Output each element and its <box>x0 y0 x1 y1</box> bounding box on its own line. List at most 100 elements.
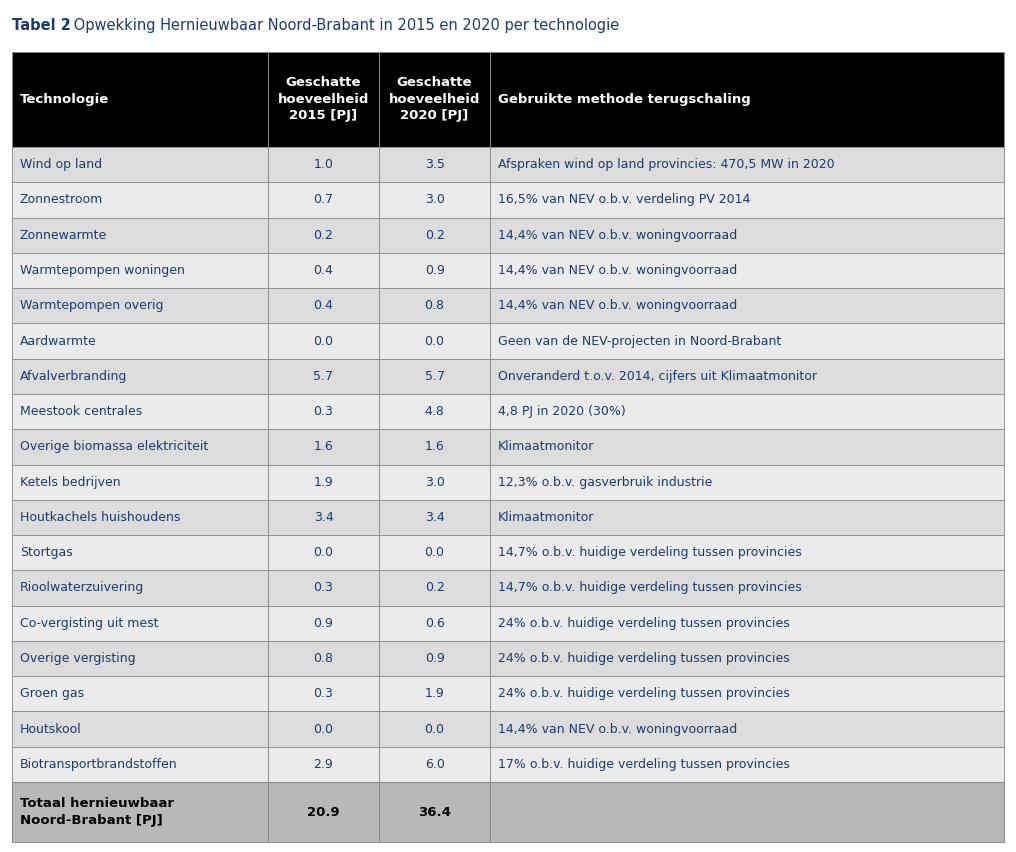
Bar <box>268 147 379 182</box>
Bar <box>490 782 1004 842</box>
Text: Aardwarmte: Aardwarmte <box>20 335 97 348</box>
Bar <box>12 324 268 359</box>
Text: Geschatte
hoeveelheid
2015 [PJ]: Geschatte hoeveelheid 2015 [PJ] <box>277 77 369 123</box>
Text: Geen van de NEV-projecten in Noord-Brabant: Geen van de NEV-projecten in Noord-Braba… <box>498 335 781 348</box>
Text: 0.0: 0.0 <box>314 335 333 348</box>
Text: 24% o.b.v. huidige verdeling tussen provincies: 24% o.b.v. huidige verdeling tussen prov… <box>498 688 789 700</box>
Bar <box>490 394 1004 429</box>
Bar <box>12 394 268 429</box>
Bar <box>12 253 268 288</box>
Bar <box>490 570 1004 606</box>
Text: Co-vergisting uit mest: Co-vergisting uit mest <box>20 617 158 630</box>
Bar <box>490 429 1004 464</box>
Bar <box>268 570 379 606</box>
Bar <box>12 147 268 182</box>
Bar <box>379 429 490 464</box>
Bar <box>268 429 379 464</box>
Bar <box>268 288 379 324</box>
Text: 12,3% o.b.v. gasverbruik industrie: 12,3% o.b.v. gasverbruik industrie <box>498 475 712 489</box>
Text: 0.2: 0.2 <box>425 228 445 242</box>
Bar <box>490 253 1004 288</box>
Bar <box>12 676 268 711</box>
Bar <box>268 324 379 359</box>
Text: 20.9: 20.9 <box>307 805 339 819</box>
Text: 14,4% van NEV o.b.v. woningvoorraad: 14,4% van NEV o.b.v. woningvoorraad <box>498 264 738 277</box>
Bar <box>490 606 1004 641</box>
Text: 5.7: 5.7 <box>314 370 333 383</box>
Bar <box>268 52 379 147</box>
Text: Stortgas: Stortgas <box>20 546 73 559</box>
Bar <box>490 746 1004 782</box>
Text: Gebruikte methode terugschaling: Gebruikte methode terugschaling <box>498 93 751 106</box>
Text: 3.0: 3.0 <box>425 193 445 206</box>
Text: Rioolwaterzuivering: Rioolwaterzuivering <box>20 581 144 595</box>
Bar <box>379 288 490 324</box>
Bar <box>379 253 490 288</box>
Bar <box>268 746 379 782</box>
Bar <box>379 711 490 746</box>
Bar <box>490 324 1004 359</box>
Text: 14,4% van NEV o.b.v. woningvoorraad: 14,4% van NEV o.b.v. woningvoorraad <box>498 228 738 242</box>
Text: 0.6: 0.6 <box>425 617 445 630</box>
Text: 17% o.b.v. huidige verdeling tussen provincies: 17% o.b.v. huidige verdeling tussen prov… <box>498 758 790 771</box>
Text: 0.4: 0.4 <box>314 299 333 312</box>
Bar <box>379 324 490 359</box>
Bar <box>12 464 268 500</box>
Bar <box>490 288 1004 324</box>
Bar <box>379 182 490 217</box>
Bar <box>268 464 379 500</box>
Text: Technologie: Technologie <box>20 93 110 106</box>
Text: Onveranderd t.o.v. 2014, cijfers uit Klimaatmonitor: Onveranderd t.o.v. 2014, cijfers uit Kli… <box>498 370 817 383</box>
Bar <box>268 606 379 641</box>
Text: 0.9: 0.9 <box>425 264 445 277</box>
Text: 14,7% o.b.v. huidige verdeling tussen provincies: 14,7% o.b.v. huidige verdeling tussen pr… <box>498 546 802 559</box>
Bar <box>379 570 490 606</box>
Bar <box>12 746 268 782</box>
Text: 5.7: 5.7 <box>425 370 445 383</box>
Bar <box>268 253 379 288</box>
Text: 3.4: 3.4 <box>314 511 333 524</box>
Text: 3.5: 3.5 <box>425 158 445 171</box>
Text: Afspraken wind op land provincies: 470,5 MW in 2020: Afspraken wind op land provincies: 470,5… <box>498 158 835 171</box>
Bar <box>268 500 379 535</box>
Text: 0.3: 0.3 <box>314 581 333 595</box>
Bar <box>12 641 268 676</box>
Text: Overige biomassa elektriciteit: Overige biomassa elektriciteit <box>20 440 208 453</box>
Bar <box>12 782 268 842</box>
Bar <box>490 535 1004 570</box>
Bar <box>490 182 1004 217</box>
Text: 0.8: 0.8 <box>425 299 445 312</box>
Bar <box>379 641 490 676</box>
Text: 0.7: 0.7 <box>314 193 333 206</box>
Bar <box>268 676 379 711</box>
Bar <box>268 782 379 842</box>
Text: 1.6: 1.6 <box>314 440 333 453</box>
Text: 4.8: 4.8 <box>425 405 445 418</box>
Bar <box>12 182 268 217</box>
Text: 1.6: 1.6 <box>425 440 444 453</box>
Text: 36.4: 36.4 <box>419 805 451 819</box>
Text: Klimaatmonitor: Klimaatmonitor <box>498 511 594 524</box>
Text: 0.0: 0.0 <box>425 335 445 348</box>
Bar <box>268 359 379 394</box>
Text: Groen gas: Groen gas <box>20 688 84 700</box>
Bar <box>490 676 1004 711</box>
Bar <box>490 359 1004 394</box>
Bar <box>490 217 1004 253</box>
Text: Warmtepompen overig: Warmtepompen overig <box>20 299 164 312</box>
Bar <box>379 606 490 641</box>
Text: 0.3: 0.3 <box>314 405 333 418</box>
Text: Totaal hernieuwbaar
Noord-Brabant [PJ]: Totaal hernieuwbaar Noord-Brabant [PJ] <box>20 797 174 826</box>
Text: Tabel 2: Tabel 2 <box>12 18 71 33</box>
Bar <box>12 429 268 464</box>
Bar <box>12 711 268 746</box>
Bar <box>379 782 490 842</box>
Text: 0.3: 0.3 <box>314 688 333 700</box>
Bar <box>379 676 490 711</box>
Text: 0.0: 0.0 <box>425 546 445 559</box>
Text: Geschatte
hoeveelheid
2020 [PJ]: Geschatte hoeveelheid 2020 [PJ] <box>389 77 481 123</box>
Text: 0.0: 0.0 <box>425 722 445 735</box>
Bar <box>12 570 268 606</box>
Text: 0.4: 0.4 <box>314 264 333 277</box>
Text: Ketels bedrijven: Ketels bedrijven <box>20 475 121 489</box>
